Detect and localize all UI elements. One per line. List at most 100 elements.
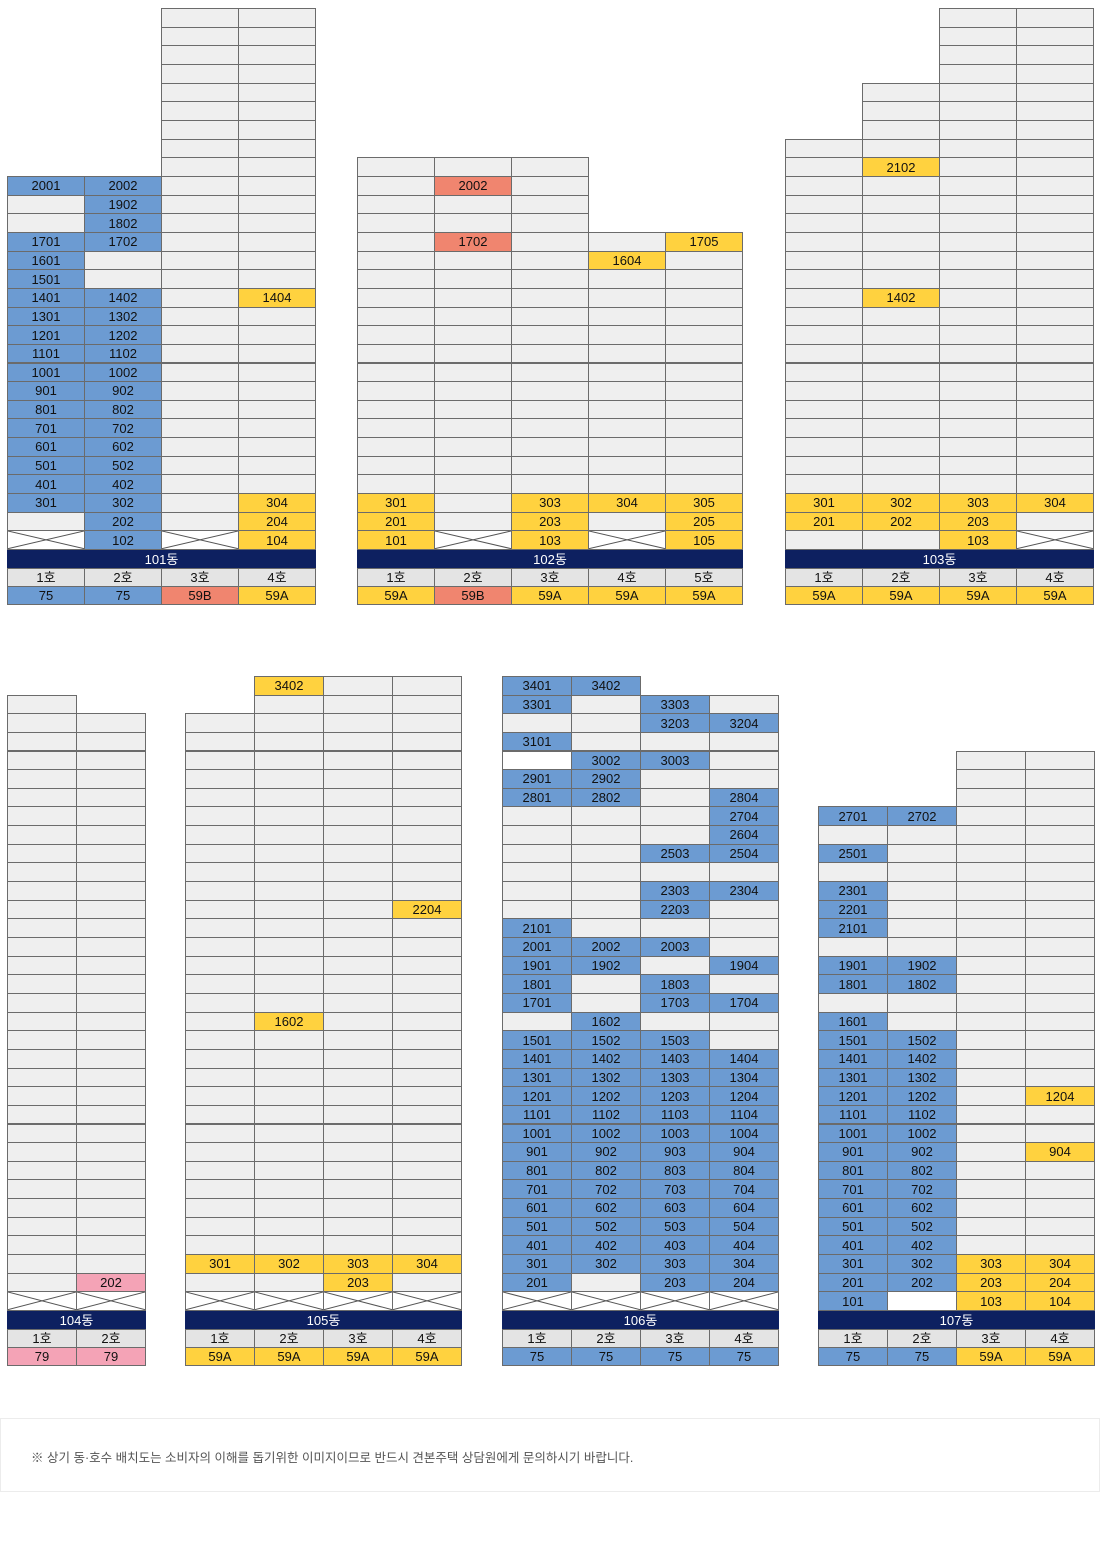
unit-103[interactable]: 103 [956, 1291, 1026, 1311]
empty-cell[interactable] [887, 899, 957, 920]
empty-cell[interactable] [588, 231, 666, 252]
empty-cell[interactable] [862, 399, 940, 420]
unit-203[interactable]: 203 [511, 511, 589, 532]
unit-1404[interactable]: 1404 [709, 1048, 779, 1069]
empty-cell[interactable] [254, 731, 324, 752]
empty-cell[interactable] [434, 418, 512, 439]
unit-1302[interactable]: 1302 [571, 1067, 641, 1088]
empty-cell[interactable] [862, 343, 940, 364]
empty-cell[interactable] [939, 157, 1017, 177]
unit-304[interactable]: 304 [588, 493, 666, 513]
empty-cell[interactable] [709, 769, 779, 789]
empty-cell[interactable] [161, 287, 239, 308]
empty-cell[interactable] [939, 381, 1017, 401]
empty-cell[interactable] [161, 176, 239, 196]
unit-1202[interactable]: 1202 [84, 325, 162, 345]
unit-2801[interactable]: 2801 [502, 787, 572, 808]
empty-cell[interactable] [7, 769, 77, 789]
empty-cell[interactable] [323, 1142, 393, 1162]
empty-cell[interactable] [1016, 26, 1094, 47]
empty-cell[interactable] [323, 694, 393, 715]
empty-cell[interactable] [254, 1142, 324, 1162]
unit-702[interactable]: 702 [84, 418, 162, 439]
unit-1204[interactable]: 1204 [1025, 1086, 1095, 1106]
empty-cell[interactable] [238, 343, 316, 364]
unit-103[interactable]: 103 [939, 530, 1017, 550]
unit-105[interactable]: 105 [665, 530, 743, 550]
empty-cell[interactable] [76, 1142, 146, 1162]
empty-cell[interactable] [323, 1086, 393, 1106]
empty-cell[interactable] [571, 918, 641, 938]
empty-cell[interactable] [1016, 64, 1094, 84]
unit-1502[interactable]: 1502 [571, 1030, 641, 1050]
empty-cell[interactable] [185, 937, 255, 957]
empty-cell[interactable] [709, 731, 779, 752]
unit-302[interactable]: 302 [887, 1254, 957, 1274]
empty-cell[interactable] [939, 213, 1017, 233]
empty-cell[interactable] [323, 731, 393, 752]
empty-cell[interactable] [7, 862, 77, 883]
unit-104[interactable]: 104 [238, 530, 316, 550]
empty-cell[interactable] [254, 769, 324, 789]
unit-1401[interactable]: 1401 [502, 1048, 572, 1069]
empty-cell[interactable] [1016, 362, 1094, 383]
empty-cell[interactable] [254, 713, 324, 733]
empty-cell[interactable] [7, 1142, 77, 1162]
empty-cell[interactable] [939, 455, 1017, 476]
unit-302[interactable]: 302 [84, 493, 162, 513]
empty-cell[interactable] [161, 362, 239, 383]
empty-cell[interactable] [254, 1216, 324, 1237]
unit-301[interactable]: 301 [357, 493, 435, 513]
empty-cell[interactable] [1025, 1179, 1095, 1200]
empty-cell[interactable] [238, 64, 316, 84]
unit-101[interactable]: 101 [357, 530, 435, 550]
unit-203[interactable]: 203 [956, 1272, 1026, 1293]
unit-1601[interactable]: 1601 [818, 1011, 888, 1032]
unit-1203[interactable]: 1203 [640, 1086, 710, 1106]
unit-803[interactable]: 803 [640, 1160, 710, 1181]
empty-cell[interactable] [7, 1011, 77, 1032]
empty-cell[interactable] [323, 1216, 393, 1237]
empty-cell[interactable] [7, 1067, 77, 1088]
empty-cell[interactable] [665, 325, 743, 345]
empty-cell[interactable] [665, 455, 743, 476]
empty-cell[interactable] [862, 231, 940, 252]
empty-cell[interactable] [185, 1272, 255, 1293]
empty-cell[interactable] [76, 1179, 146, 1200]
empty-cell[interactable] [434, 287, 512, 308]
empty-cell[interactable] [939, 325, 1017, 345]
unit-1202[interactable]: 1202 [571, 1086, 641, 1106]
empty-cell[interactable] [1016, 8, 1094, 28]
empty-cell[interactable] [956, 1123, 1026, 1144]
empty-cell[interactable] [238, 26, 316, 47]
empty-cell[interactable] [161, 213, 239, 233]
empty-cell[interactable] [511, 474, 589, 495]
unit-1703[interactable]: 1703 [640, 992, 710, 1013]
empty-cell[interactable] [818, 862, 888, 883]
empty-cell[interactable] [392, 694, 462, 715]
empty-cell[interactable] [1016, 176, 1094, 196]
empty-cell[interactable] [392, 1067, 462, 1088]
empty-cell[interactable] [161, 101, 239, 122]
empty-cell[interactable] [238, 474, 316, 495]
empty-cell[interactable] [434, 399, 512, 420]
unit-501[interactable]: 501 [818, 1216, 888, 1237]
unit-1302[interactable]: 1302 [887, 1067, 957, 1088]
empty-cell[interactable] [323, 899, 393, 920]
empty-cell[interactable] [1016, 101, 1094, 122]
empty-cell[interactable] [254, 918, 324, 938]
empty-cell[interactable] [709, 1011, 779, 1032]
empty-cell[interactable] [76, 1123, 146, 1144]
empty-cell[interactable] [862, 381, 940, 401]
empty-cell[interactable] [238, 213, 316, 233]
empty-cell[interactable] [1016, 213, 1094, 233]
empty-cell[interactable] [588, 306, 666, 327]
unit-302[interactable]: 302 [571, 1254, 641, 1274]
unit-203[interactable]: 203 [640, 1272, 710, 1293]
empty-cell[interactable] [571, 825, 641, 845]
empty-cell[interactable] [238, 399, 316, 420]
unit-2002[interactable]: 2002 [571, 937, 641, 957]
empty-cell[interactable] [939, 194, 1017, 215]
empty-cell[interactable] [7, 881, 77, 901]
unit-201[interactable]: 201 [785, 511, 863, 532]
